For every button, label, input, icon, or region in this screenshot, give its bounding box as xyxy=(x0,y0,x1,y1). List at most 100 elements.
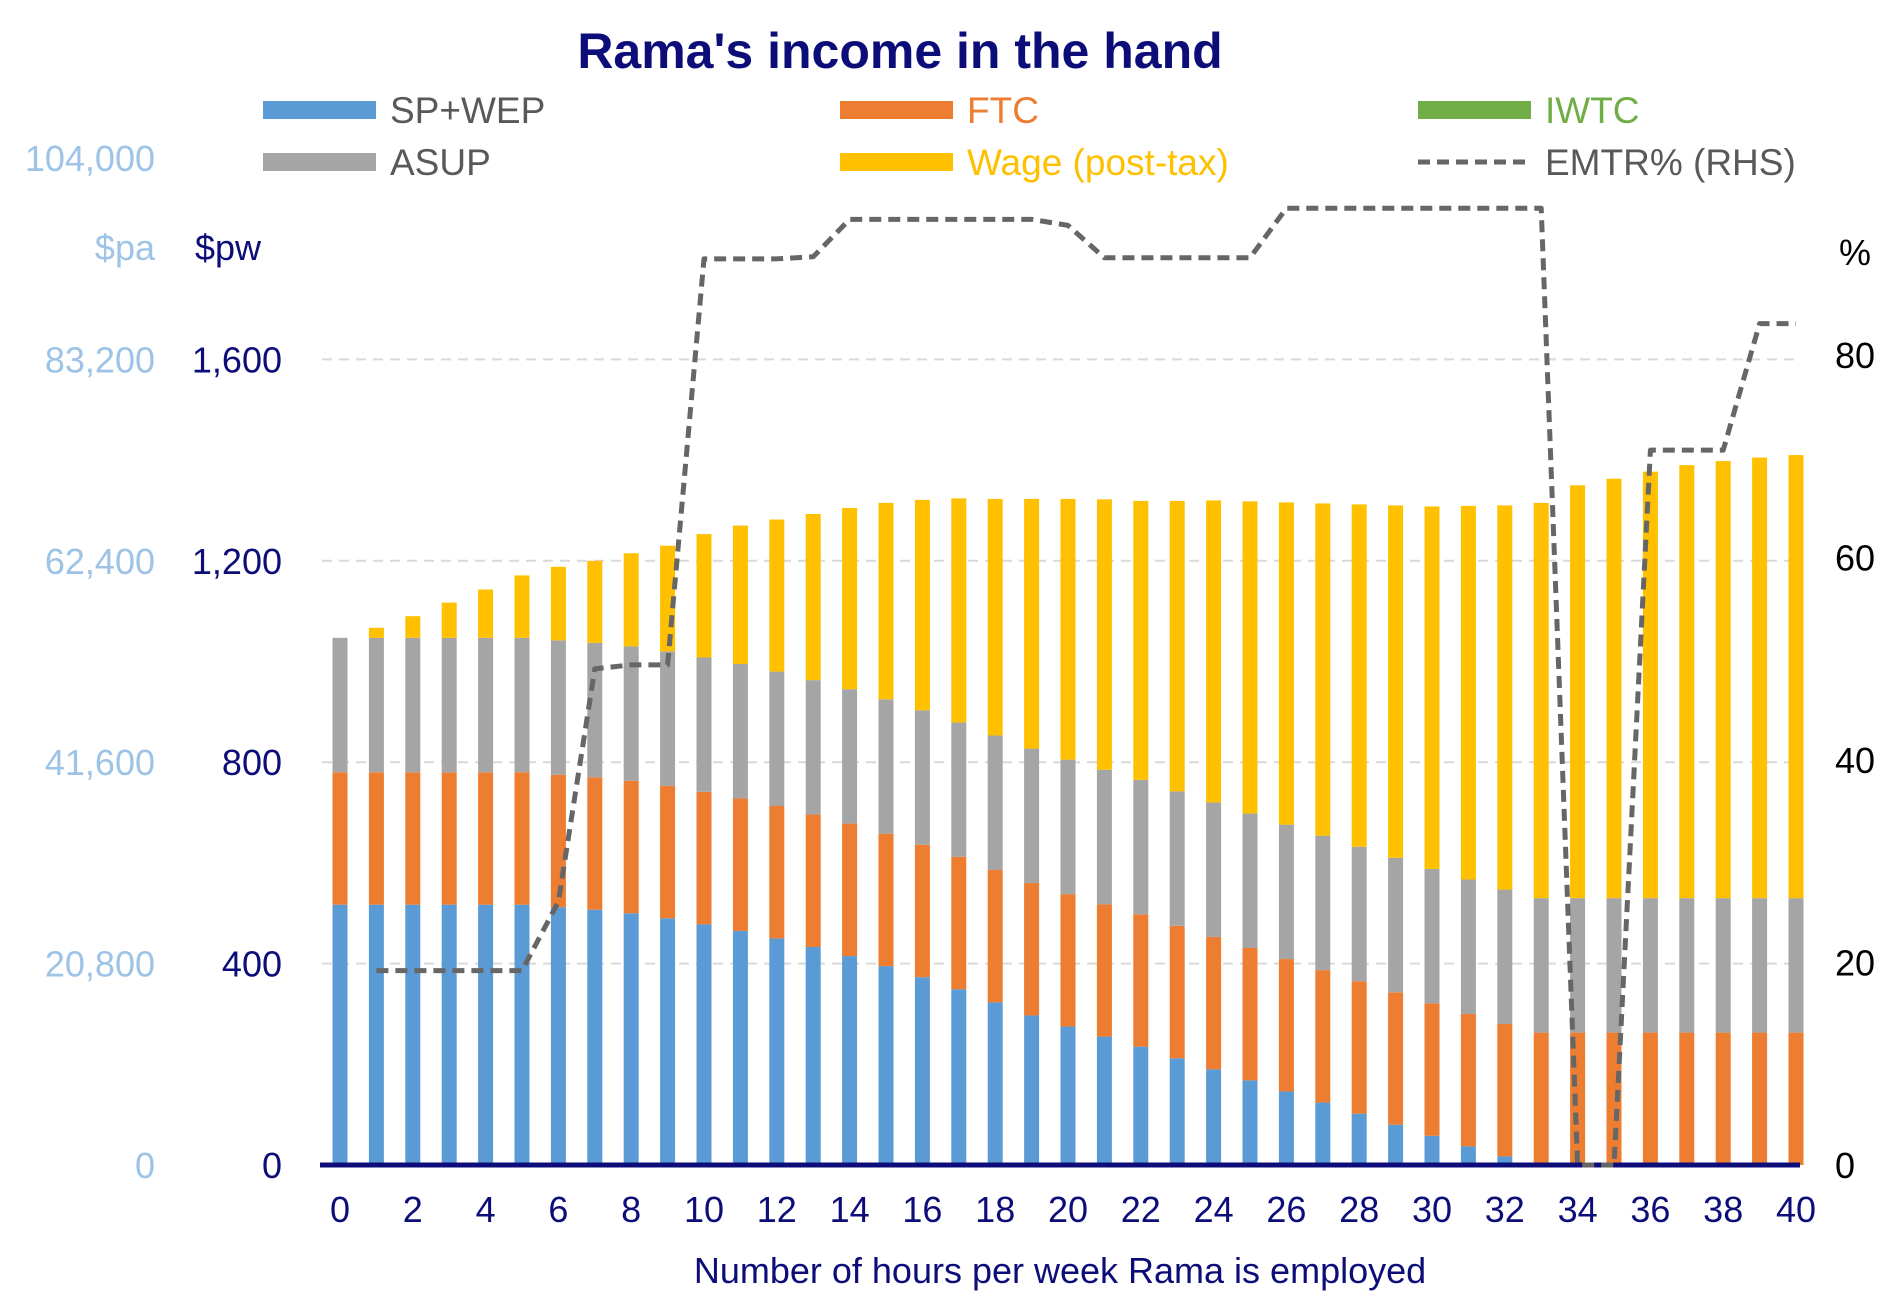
legend-label-ftc: FTC xyxy=(967,90,1039,131)
legend-swatch-wage-post-tax xyxy=(840,153,953,171)
bar-ftc-13 xyxy=(805,814,821,947)
left-axis-pa-tick: 41,600 xyxy=(45,742,155,783)
bar-ftc-36 xyxy=(1642,1032,1658,1165)
left-axis-pw-unit: $pw xyxy=(195,227,262,268)
legend-swatch-ftc xyxy=(840,101,953,119)
bar-sp-wep-27 xyxy=(1315,1102,1331,1165)
bar-wage-post-tax-18 xyxy=(987,498,1003,736)
bar-wage-post-tax-17 xyxy=(951,498,967,723)
bar-asup-27 xyxy=(1315,835,1331,971)
bar-sp-wep-30 xyxy=(1424,1135,1440,1165)
bar-wage-post-tax-6 xyxy=(550,566,566,641)
bar-asup-30 xyxy=(1424,868,1440,1004)
x-tick-label: 8 xyxy=(621,1189,641,1230)
bar-wage-post-tax-1 xyxy=(368,627,384,638)
bar-wage-post-tax-31 xyxy=(1460,505,1476,880)
bar-ftc-16 xyxy=(914,844,930,978)
bar-asup-24 xyxy=(1206,802,1222,937)
bar-asup-40 xyxy=(1788,898,1804,1033)
bar-wage-post-tax-2 xyxy=(405,616,421,638)
bar-asup-32 xyxy=(1497,889,1513,1025)
bar-asup-33 xyxy=(1533,898,1549,1033)
x-tick-label: 26 xyxy=(1266,1189,1306,1230)
bar-wage-post-tax-33 xyxy=(1533,502,1549,899)
bar-asup-7 xyxy=(587,642,603,778)
bar-wage-post-tax-8 xyxy=(623,553,639,647)
bar-wage-post-tax-11 xyxy=(732,525,748,665)
x-tick-label: 20 xyxy=(1048,1189,1088,1230)
legend-swatch-asup xyxy=(263,153,376,171)
bar-ftc-19 xyxy=(1024,883,1040,1016)
legend-swatch-iwtc xyxy=(1418,101,1531,119)
bar-asup-3 xyxy=(441,637,457,773)
x-tick-label: 40 xyxy=(1776,1189,1816,1230)
legend-label-iwtc: IWTC xyxy=(1545,90,1640,131)
bar-asup-16 xyxy=(914,710,930,845)
bar-ftc-12 xyxy=(769,806,785,939)
bar-asup-34 xyxy=(1570,898,1586,1033)
left-axis-pw-tick: 800 xyxy=(222,742,282,783)
bar-sp-wep-21 xyxy=(1096,1036,1112,1165)
bar-sp-wep-10 xyxy=(696,924,712,1165)
bar-wage-post-tax-25 xyxy=(1242,501,1258,814)
x-tick-label: 34 xyxy=(1558,1189,1598,1230)
bar-ftc-38 xyxy=(1715,1032,1731,1165)
right-axis-tick: 20 xyxy=(1835,943,1875,984)
bar-wage-post-tax-34 xyxy=(1570,485,1586,899)
bar-ftc-29 xyxy=(1388,992,1404,1125)
x-axis-ticks: 0 2 4 6 8 10 12 14 16 18 20 22 24 26 28 30 32 34 36 38 40 xyxy=(330,1189,1816,1230)
bar-asup-38 xyxy=(1715,898,1731,1033)
bar-asup-37 xyxy=(1679,898,1695,1033)
bar-wage-post-tax-39 xyxy=(1752,457,1768,899)
bar-ftc-7 xyxy=(587,777,603,910)
left-axis-pa-tick: 62,400 xyxy=(45,541,155,582)
bar-ftc-9 xyxy=(660,785,676,919)
bar-wage-post-tax-14 xyxy=(842,507,858,690)
bar-asup-6 xyxy=(550,640,566,775)
bar-sp-wep-2 xyxy=(405,904,421,1165)
bar-wage-post-tax-5 xyxy=(514,575,530,638)
bar-wage-post-tax-19 xyxy=(1024,498,1040,749)
bar-wage-post-tax-21 xyxy=(1096,499,1112,770)
bar-sp-wep-29 xyxy=(1388,1124,1404,1165)
bar-asup-12 xyxy=(769,671,785,807)
bar-wage-post-tax-36 xyxy=(1642,471,1658,899)
bar-sp-wep-6 xyxy=(550,907,566,1165)
bar-ftc-39 xyxy=(1752,1032,1768,1165)
bar-asup-21 xyxy=(1096,769,1112,905)
left-axis-pa-unit: $pa xyxy=(95,227,156,268)
bar-sp-wep-23 xyxy=(1169,1058,1185,1165)
left-axis-pw-tick: 400 xyxy=(222,944,282,985)
bar-asup-0 xyxy=(332,637,348,773)
bar-asup-15 xyxy=(878,699,894,834)
bar-asup-4 xyxy=(478,637,494,773)
bar-ftc-20 xyxy=(1060,894,1076,1027)
bar-ftc-22 xyxy=(1133,914,1149,1047)
bar-wage-post-tax-35 xyxy=(1606,478,1622,899)
bar-sp-wep-25 xyxy=(1242,1080,1258,1165)
left-axis-pa-tick: 83,200 xyxy=(45,339,155,380)
left-axis-pa-tick: 0 xyxy=(135,1145,155,1186)
bar-wage-post-tax-4 xyxy=(478,589,494,638)
bar-wage-post-tax-40 xyxy=(1788,455,1804,899)
bar-ftc-33 xyxy=(1533,1032,1549,1165)
bar-wage-post-tax-12 xyxy=(769,519,785,672)
bar-sp-wep-17 xyxy=(951,989,967,1165)
right-axis-unit: % xyxy=(1839,232,1871,273)
bar-wage-post-tax-37 xyxy=(1679,465,1695,899)
bar-sp-wep-5 xyxy=(514,904,530,1165)
bar-ftc-26 xyxy=(1278,959,1294,1092)
bar-wage-post-tax-16 xyxy=(914,499,930,711)
x-tick-label: 28 xyxy=(1339,1189,1379,1230)
bar-sp-wep-24 xyxy=(1206,1069,1222,1165)
bar-ftc-15 xyxy=(878,833,894,967)
bar-ftc-17 xyxy=(951,856,967,990)
bar-asup-20 xyxy=(1060,759,1076,895)
bar-sp-wep-20 xyxy=(1060,1026,1076,1165)
bar-asup-25 xyxy=(1242,813,1258,948)
bar-asup-10 xyxy=(696,657,712,792)
bar-ftc-18 xyxy=(987,869,1003,1003)
right-axis: % 0 20 40 60 80 xyxy=(1835,232,1875,1186)
bar-wage-post-tax-7 xyxy=(587,560,603,643)
bar-ftc-21 xyxy=(1096,904,1112,1037)
